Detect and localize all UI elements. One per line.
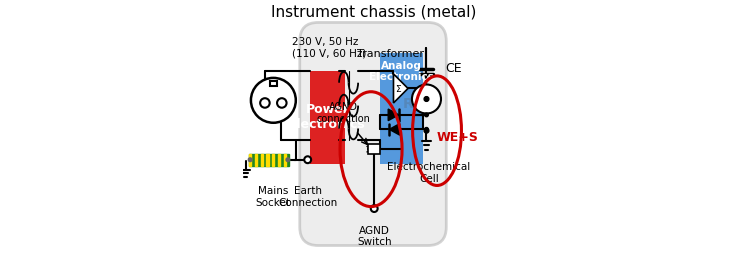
Text: RE: RE (404, 97, 424, 111)
FancyBboxPatch shape (310, 71, 345, 164)
Circle shape (277, 98, 286, 108)
FancyBboxPatch shape (300, 22, 446, 246)
Bar (261, 154, 263, 166)
Text: Mains
Socket: Mains Socket (256, 186, 291, 208)
Circle shape (424, 128, 428, 131)
Text: Earth
Connection: Earth Connection (278, 186, 338, 208)
Circle shape (424, 113, 428, 117)
Text: Analog
Electronics: Analog Electronics (369, 61, 434, 82)
Text: Transformer: Transformer (356, 49, 424, 59)
Bar (368, 144, 380, 154)
Bar (278, 154, 280, 166)
Text: 230 V, 50 Hz
(110 V, 60 Hz): 230 V, 50 Hz (110 V, 60 Hz) (292, 37, 366, 58)
Circle shape (424, 97, 429, 101)
Text: Instrument chassis (metal): Instrument chassis (metal) (271, 4, 476, 19)
Circle shape (424, 128, 429, 133)
Text: $\Sigma$: $\Sigma$ (394, 83, 402, 94)
Bar (272, 154, 274, 166)
Bar (284, 154, 286, 166)
Text: Electrochemical
Cell: Electrochemical Cell (388, 162, 471, 184)
Text: CE: CE (445, 62, 461, 75)
Polygon shape (388, 109, 399, 121)
Text: Power
Electronics: Power Electronics (289, 103, 366, 131)
Circle shape (248, 158, 252, 162)
Circle shape (260, 98, 270, 108)
Text: AGND
connection: AGND connection (317, 102, 370, 124)
Bar (270, 81, 277, 86)
Circle shape (412, 84, 441, 114)
Polygon shape (394, 74, 408, 103)
Polygon shape (389, 124, 400, 135)
Text: AGND
Switch: AGND Switch (357, 226, 392, 247)
Bar (255, 154, 257, 166)
Bar (266, 154, 268, 166)
Circle shape (370, 205, 378, 212)
Circle shape (251, 78, 296, 123)
Text: WE+S: WE+S (437, 131, 479, 144)
Circle shape (286, 158, 290, 162)
Bar (249, 154, 251, 166)
Bar (249, 154, 290, 166)
Circle shape (304, 156, 311, 163)
FancyBboxPatch shape (380, 53, 422, 164)
